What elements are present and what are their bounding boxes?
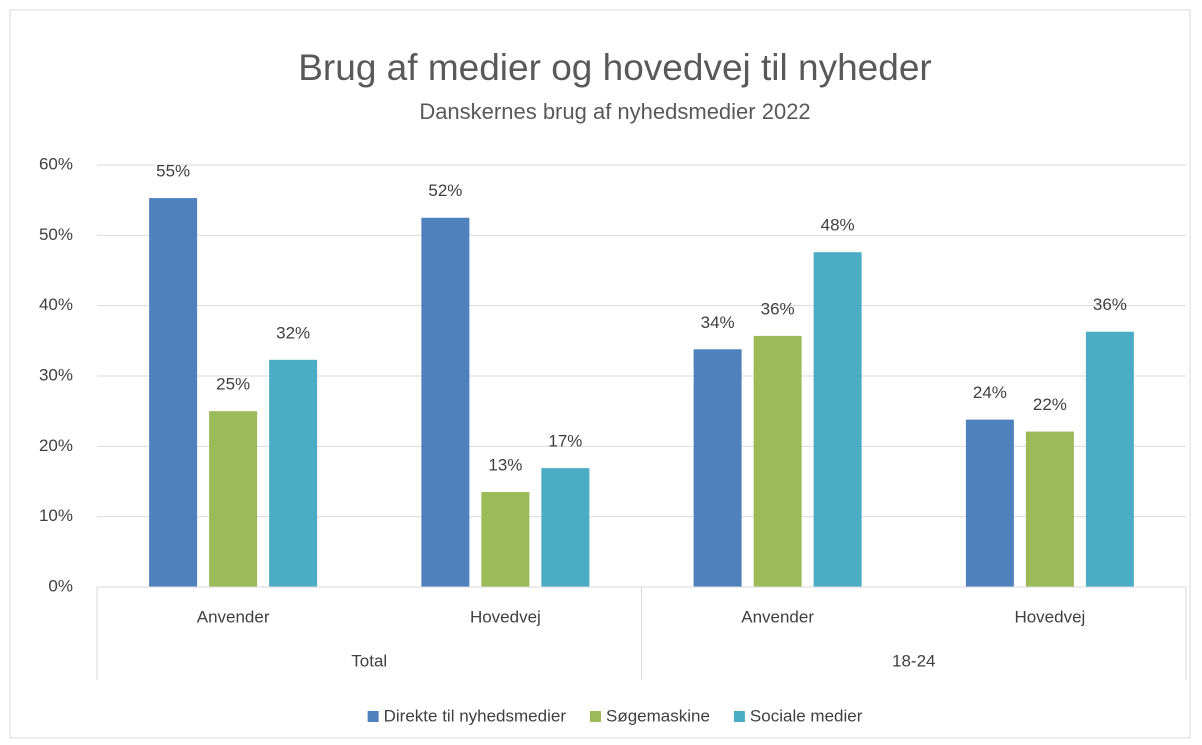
y-tick-label: 50% [39, 225, 73, 244]
x-tick-label: Hovedvej [1014, 607, 1085, 626]
chart-title: Brug af medier og hovedvej til nyheder [298, 47, 931, 88]
group-label: 18-24 [892, 651, 935, 670]
x-tick-label: Hovedvej [470, 607, 541, 626]
bar [693, 349, 742, 587]
group-label: Total [351, 651, 387, 670]
data-label: 36% [1093, 295, 1127, 314]
bar [269, 359, 318, 587]
data-label: 36% [761, 299, 795, 318]
data-label: 25% [216, 375, 250, 394]
bar [541, 468, 590, 587]
bar [209, 411, 258, 587]
bar [753, 335, 802, 587]
legend-label: Sociale medier [750, 706, 863, 725]
y-tick-label: 20% [39, 436, 73, 455]
data-label: 17% [548, 432, 582, 451]
data-label: 48% [821, 216, 855, 235]
data-label: 32% [276, 323, 310, 342]
bar [813, 252, 862, 588]
bar [965, 419, 1014, 587]
x-tick-label: Anvender [197, 607, 270, 626]
legend-label: Direkte til nyhedsmedier [384, 706, 567, 725]
data-label: 13% [488, 456, 522, 475]
y-tick-label: 40% [39, 295, 73, 314]
bar [1025, 431, 1074, 587]
bar [1085, 331, 1134, 587]
y-tick-label: 10% [39, 506, 73, 525]
bar [421, 217, 470, 587]
y-tick-label: 0% [48, 576, 73, 595]
legend-label: Søgemaskine [606, 706, 710, 725]
y-tick-label: 30% [39, 365, 73, 384]
bar [149, 198, 198, 587]
bar [481, 492, 530, 587]
chart-border [9, 9, 1191, 739]
x-tick-label: Anvender [741, 607, 814, 626]
y-tick-label: 60% [39, 154, 73, 173]
legend-swatch [367, 711, 379, 722]
data-label: 55% [156, 162, 190, 181]
chart-subtitle: Danskernes brug af nyhedsmedier 2022 [419, 99, 810, 124]
data-label: 22% [1033, 395, 1067, 414]
legend-swatch [589, 711, 601, 722]
data-label: 24% [973, 383, 1007, 402]
legend-swatch [733, 711, 745, 722]
data-label: 52% [428, 181, 462, 200]
data-label: 34% [701, 313, 735, 332]
